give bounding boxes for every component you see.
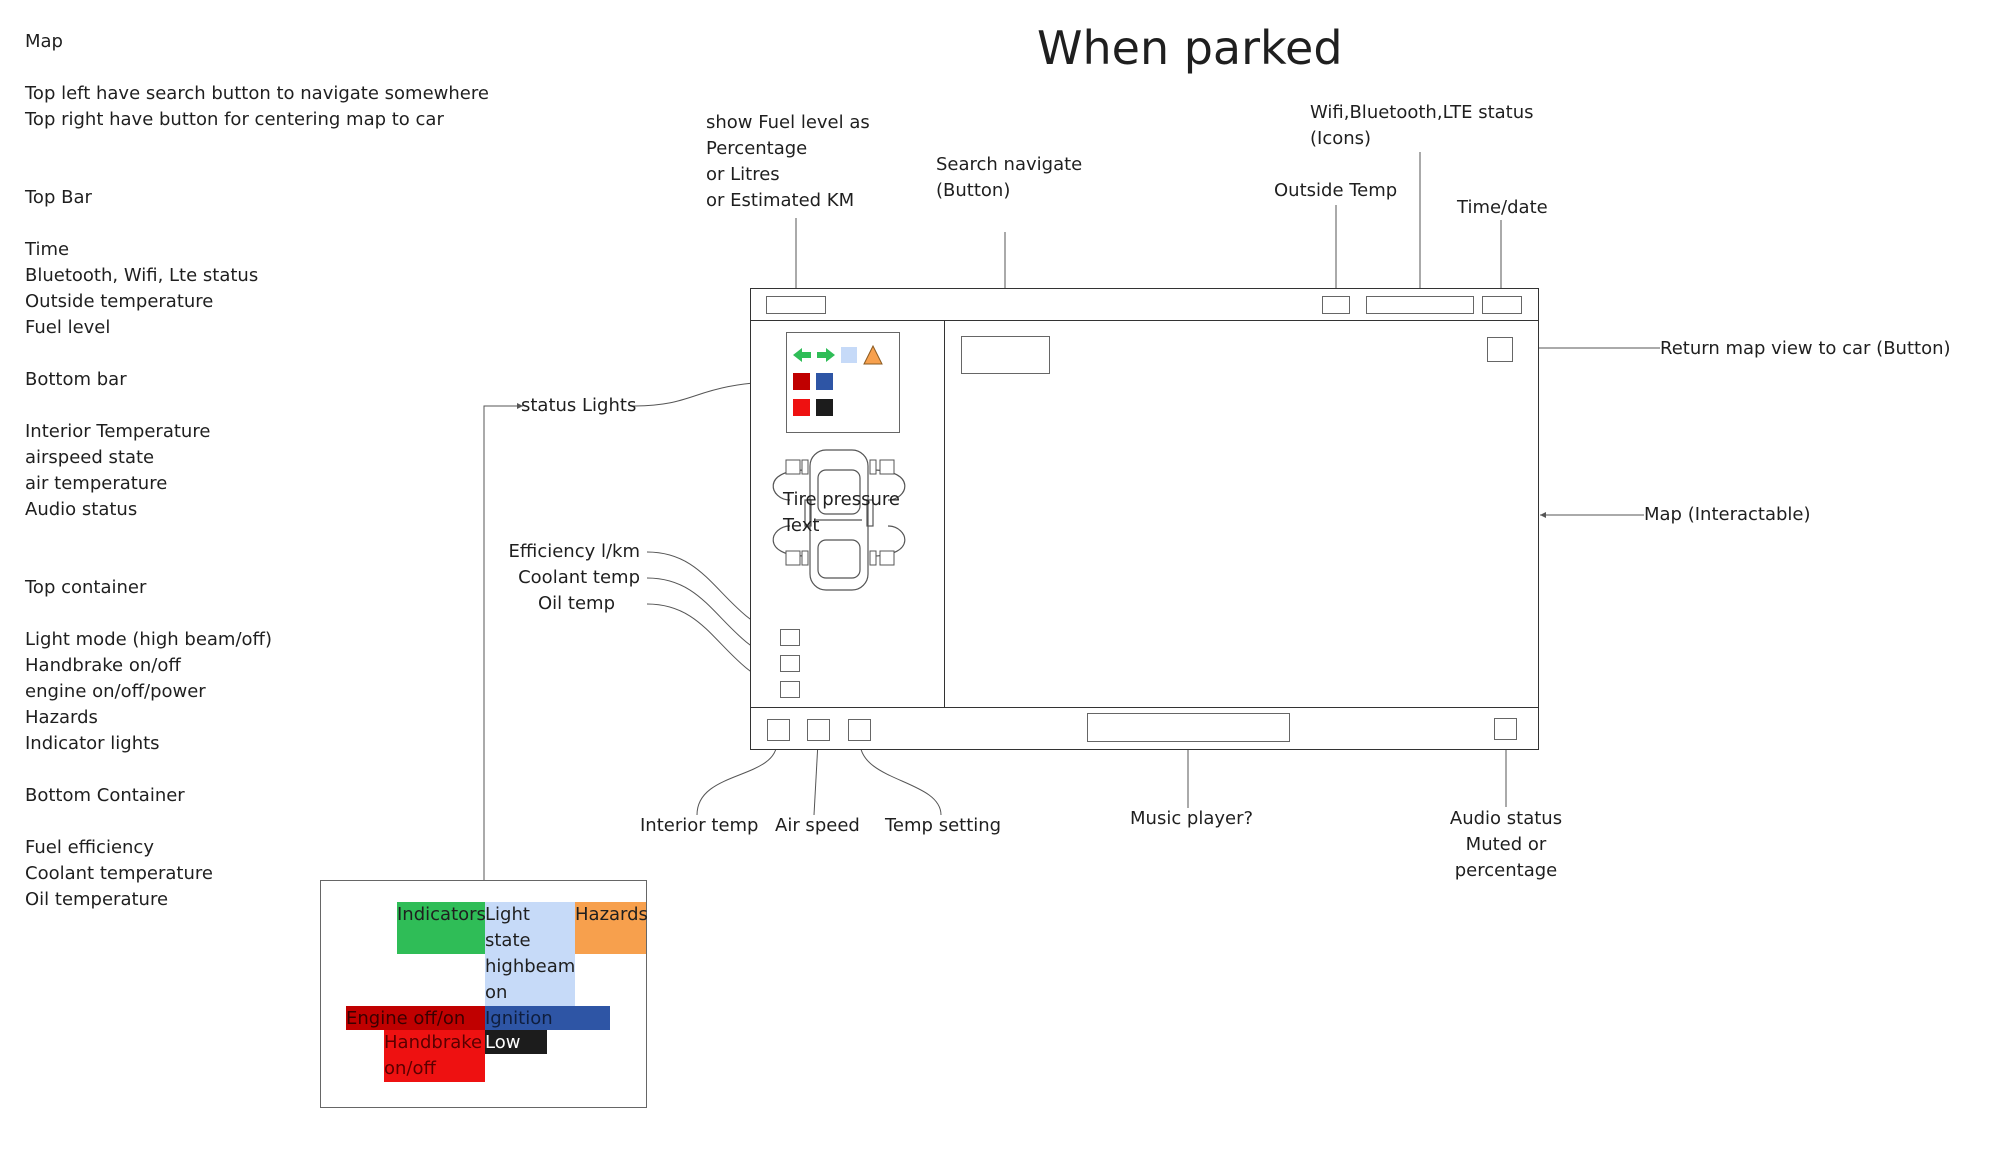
note-line: engine on/off/power (25, 681, 206, 702)
legend-indicators: Indicators (397, 902, 486, 954)
oil-temp-box (780, 681, 800, 698)
note-line: Bluetooth, Wifi, Lte status (25, 265, 259, 286)
temp-setting-annotation: Temp setting (885, 815, 1002, 836)
return-map-to-car-button[interactable] (1487, 337, 1513, 362)
legend-handbrake: Handbrake on/off (384, 1030, 485, 1082)
fuel-annotation: show Fuel level as Percentage or Litres … (706, 112, 870, 211)
legend-engine: Engine off/on (346, 1006, 485, 1030)
search-navigate-button[interactable] (961, 336, 1050, 374)
music-player-box[interactable] (1087, 713, 1290, 742)
legend-ignition: Ignition off/on (485, 1006, 610, 1055)
map-area[interactable] (946, 322, 1538, 706)
note-line: Fuel efficiency (25, 837, 154, 858)
note-line: Bottom bar (25, 369, 127, 390)
note-line: Interior Temperature (25, 421, 211, 442)
note-line: Hazards (25, 707, 98, 728)
air-speed-button[interactable] (807, 719, 830, 741)
note-line: Bottom Container (25, 785, 185, 806)
note-line: Coolant temperature (25, 863, 213, 884)
note-line: Handbrake on/off (25, 655, 181, 676)
interior-temp-button[interactable] (767, 719, 790, 741)
note-line: Outside temperature (25, 291, 214, 312)
note-line: Top left have search button to navigate … (25, 83, 489, 104)
note-line: Top right have button for centering map … (25, 109, 444, 130)
fuel-level-box (766, 296, 826, 314)
tire-pressure-label: Tire pressure Text (783, 489, 900, 536)
air-speed-connector (813, 741, 819, 816)
time-date-box (1482, 296, 1522, 314)
note-line: Top Bar (25, 187, 92, 208)
legend-low-oil: Low oil (485, 1030, 547, 1079)
efficiency-annotation: Efficiency l/km Coolant temp Oil temp (508, 541, 640, 614)
note-line: air temperature (25, 473, 168, 494)
bottom-bar-divider (751, 707, 1538, 708)
music-player-annotation: Music player? (1130, 808, 1254, 829)
connectivity-status-box (1366, 296, 1474, 314)
left-panel-divider (944, 321, 945, 707)
connectivity-annotation: Wifi,Bluetooth,LTE status (Icons) (1310, 102, 1534, 149)
interior-temp-connector (696, 741, 778, 816)
legend-connector (483, 405, 523, 880)
map-annotation: Map (Interactable) (1644, 504, 1811, 525)
note-line: Map (25, 31, 63, 52)
efficiency-box (780, 629, 800, 646)
interior-temp-annotation: Interior temp (640, 815, 759, 836)
note-line: Indicator lights (25, 733, 160, 754)
outside-temp-box (1322, 296, 1350, 314)
search-annotation: Search navigate (Button) (936, 154, 1083, 201)
legend-hazards: Hazards (575, 902, 648, 954)
status-lights-panel (786, 332, 900, 433)
status-lights-annotation: status Lights (521, 395, 637, 416)
note-line: airspeed state (25, 447, 155, 468)
page-title: When parked (1037, 21, 1343, 75)
temp-setting-connector (859, 741, 942, 816)
note-line: Audio status (25, 499, 138, 520)
coolant-temp-box (780, 655, 800, 672)
return-map-annotation: Return map view to car (Button) (1660, 338, 1951, 359)
temp-setting-button[interactable] (848, 719, 871, 741)
outside-temp-annotation: Outside Temp (1274, 180, 1398, 201)
notes-list: Map Top left have search button to naviga… (25, 29, 489, 913)
legend-light-state: Light state highbeam on off (485, 902, 575, 1029)
time-date-annotation: Time/date (1457, 197, 1548, 218)
note-line: Top container (25, 577, 147, 598)
audio-status-annotation: Audio status Muted or percentage (1449, 808, 1563, 881)
top-bar-divider (751, 320, 1538, 321)
audio-status-button[interactable] (1494, 718, 1517, 740)
note-line: Fuel level (25, 317, 111, 338)
air-speed-annotation: Air speed (775, 815, 860, 836)
note-line: Oil temperature (25, 889, 169, 910)
note-line: Light mode (high beam/off) (25, 629, 272, 650)
note-line: Time (25, 239, 70, 260)
